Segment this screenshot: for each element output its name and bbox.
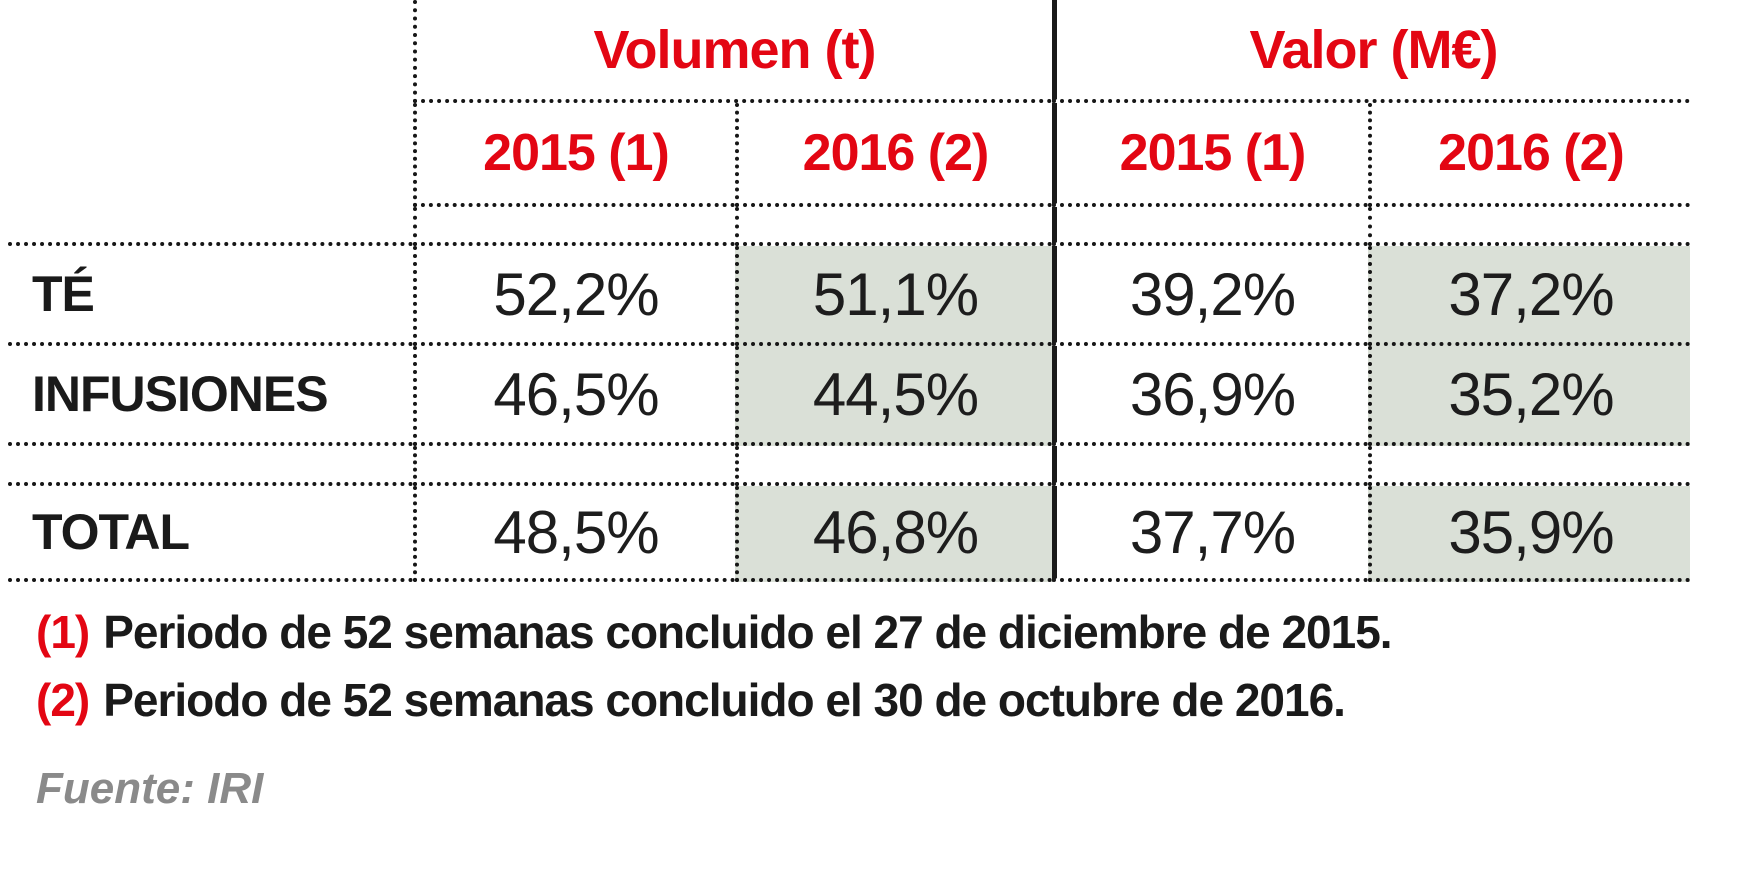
- cell-infusiones-valor-2015: 36,9%: [1052, 346, 1368, 446]
- row-label-te: TÉ: [8, 246, 413, 346]
- year-header-volumen-2015: 2015 (1): [413, 103, 735, 207]
- year-header-volumen-2016: 2016 (2): [735, 103, 1052, 207]
- cell-te-volumen-2016: 51,1%: [735, 246, 1052, 346]
- spacer-cell: [8, 207, 413, 246]
- cell-total-valor-2015: 37,7%: [1052, 486, 1368, 582]
- cell-te-volumen-2015: 52,2%: [413, 246, 735, 346]
- spacer-cell: [735, 207, 1052, 246]
- market-share-table: Volumen (t) Valor (M€) 2015 (1) 2016 (2)…: [8, 0, 1690, 582]
- cell-infusiones-volumen-2016: 44,5%: [735, 346, 1052, 446]
- source-credit: Fuente: IRI: [36, 764, 264, 813]
- spacer-cell: [1052, 446, 1368, 486]
- cell-total-volumen-2016: 46,8%: [735, 486, 1052, 582]
- cell-infusiones-valor-2016: 35,2%: [1368, 346, 1690, 446]
- year-header-valor-2016: 2016 (2): [1368, 103, 1690, 207]
- cell-te-valor-2016: 37,2%: [1368, 246, 1690, 346]
- spacer-cell: [735, 446, 1052, 486]
- column-group-valor: Valor (M€): [1052, 0, 1690, 103]
- spacer-cell: [8, 446, 413, 486]
- spacer-cell: [1052, 207, 1368, 246]
- year-header-spacer: [8, 103, 413, 207]
- spacer-cell: [1368, 207, 1690, 246]
- footnote-2-text: Periodo de 52 semanas concluido el 30 de…: [103, 674, 1346, 726]
- spacer-cell: [413, 207, 735, 246]
- spacer-cell: [413, 446, 735, 486]
- footnote-1: (1) Periodo de 52 semanas concluido el 27…: [36, 598, 1393, 666]
- cell-infusiones-volumen-2015: 46,5%: [413, 346, 735, 446]
- corner-spacer: [8, 0, 413, 103]
- row-label-total: TOTAL: [8, 486, 413, 582]
- footnote-2-marker: (2): [36, 674, 90, 726]
- column-group-volumen: Volumen (t): [413, 0, 1052, 103]
- cell-total-valor-2016: 35,9%: [1368, 486, 1690, 582]
- footnote-1-marker: (1): [36, 606, 90, 658]
- cell-total-volumen-2015: 48,5%: [413, 486, 735, 582]
- year-header-valor-2015: 2015 (1): [1052, 103, 1368, 207]
- footnote-2: (2) Periodo de 52 semanas concluido el 30…: [36, 666, 1392, 734]
- footnote-1-text: Periodo de 52 semanas concluido el 27 de…: [103, 606, 1392, 658]
- row-label-infusiones: INFUSIONES: [8, 346, 413, 446]
- footnotes: (1) Periodo de 52 semanas concluido el 27…: [36, 598, 1393, 734]
- cell-te-valor-2015: 39,2%: [1052, 246, 1368, 346]
- spacer-cell: [1368, 446, 1690, 486]
